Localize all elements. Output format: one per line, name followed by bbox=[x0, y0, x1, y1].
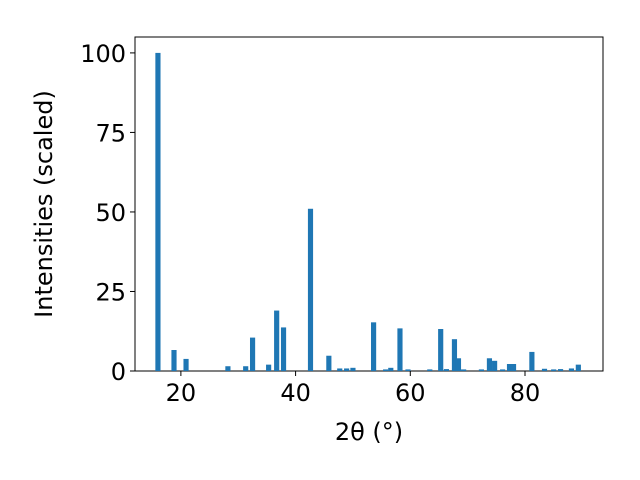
y-tick-label: 50 bbox=[95, 199, 126, 227]
y-tick-label: 100 bbox=[80, 40, 126, 68]
x-tick-label: 40 bbox=[280, 379, 311, 407]
y-tick-label: 25 bbox=[95, 278, 126, 306]
y-axis-label: Intensities (scaled) bbox=[30, 90, 58, 318]
bar bbox=[557, 369, 564, 371]
bar bbox=[337, 368, 343, 371]
bar bbox=[344, 368, 350, 371]
bar bbox=[510, 364, 517, 371]
bar bbox=[383, 369, 389, 371]
x-tick-label: 20 bbox=[166, 379, 197, 407]
bar bbox=[280, 327, 287, 371]
bar bbox=[443, 369, 450, 371]
bar bbox=[427, 369, 433, 371]
bar bbox=[307, 208, 314, 371]
bar bbox=[243, 366, 249, 371]
bar bbox=[438, 329, 444, 371]
bar bbox=[350, 367, 356, 371]
bar bbox=[500, 369, 506, 371]
bar bbox=[171, 350, 177, 371]
y-tick-label: 75 bbox=[95, 119, 126, 147]
bar bbox=[451, 339, 458, 371]
bar bbox=[551, 369, 557, 371]
x-tick-label: 60 bbox=[395, 379, 426, 407]
bar bbox=[266, 364, 272, 371]
bar bbox=[225, 366, 231, 371]
bar bbox=[478, 369, 484, 371]
bar bbox=[541, 368, 548, 371]
bar bbox=[326, 355, 332, 371]
bar bbox=[371, 322, 377, 371]
bar bbox=[461, 369, 467, 371]
bar bbox=[455, 358, 462, 371]
bar bbox=[486, 358, 493, 371]
y-tick-label: 0 bbox=[111, 358, 126, 386]
x-axis-label: 2θ (°) bbox=[335, 418, 403, 446]
bar bbox=[249, 337, 256, 371]
bar bbox=[492, 360, 498, 371]
bar bbox=[529, 351, 535, 371]
bar bbox=[506, 364, 513, 371]
bar bbox=[575, 364, 581, 371]
x-tick-label: 80 bbox=[510, 379, 541, 407]
bar bbox=[568, 368, 575, 371]
bar bbox=[397, 328, 403, 371]
plot-frame bbox=[134, 36, 604, 372]
bar bbox=[155, 52, 161, 372]
bar bbox=[405, 369, 411, 371]
bar bbox=[274, 310, 280, 371]
bar bbox=[183, 358, 189, 371]
bar bbox=[388, 367, 394, 371]
